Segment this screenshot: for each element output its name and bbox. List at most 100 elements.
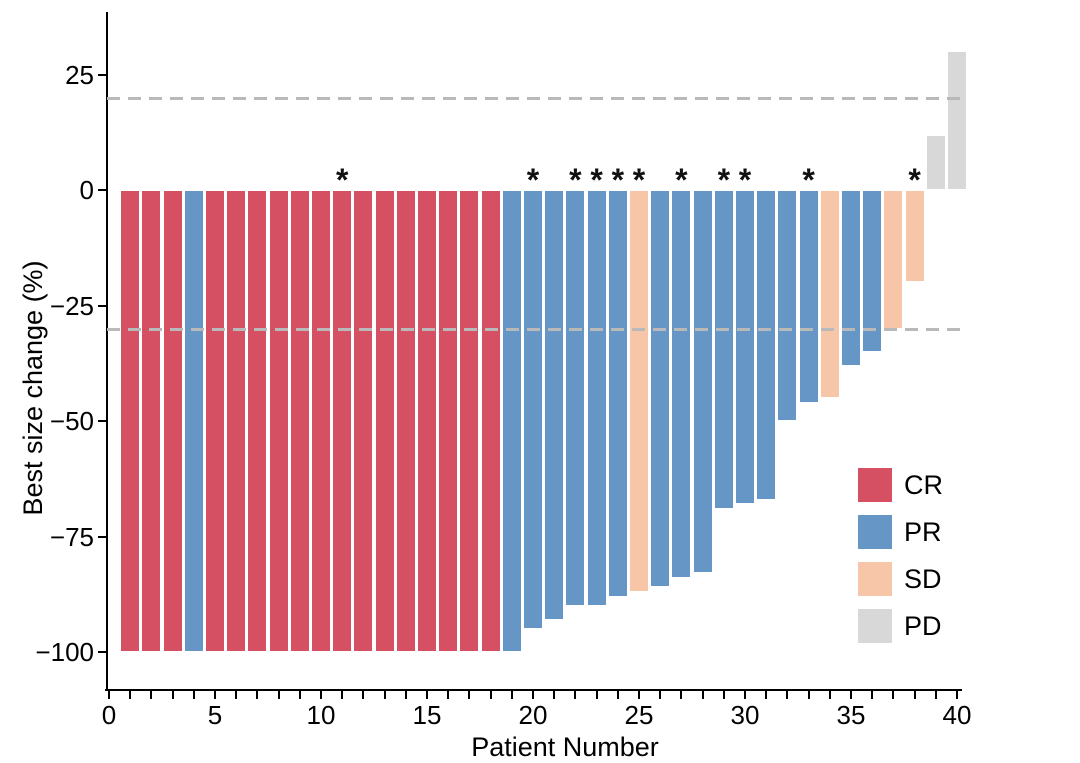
x-tick <box>934 691 937 699</box>
y-tick-label: 0 <box>79 175 94 205</box>
x-tick <box>320 691 322 699</box>
legend-item-sd: SD <box>858 562 978 596</box>
y-tick-label: −25 <box>49 290 94 321</box>
bar-patient-7-cr <box>247 190 268 652</box>
x-tick <box>129 691 132 699</box>
x-tick <box>256 691 259 699</box>
bar-patient-27-pr <box>671 190 692 579</box>
x-tick <box>744 691 746 699</box>
legend-swatch-pd <box>858 609 892 643</box>
x-tick <box>108 691 110 699</box>
x-tick <box>426 691 428 699</box>
bar-patient-36-pr <box>862 190 883 352</box>
x-tick-label: 25 <box>624 700 654 730</box>
legend-swatch-cr <box>858 468 892 502</box>
x-tick <box>235 691 238 699</box>
bar-patient-29-pr <box>713 190 734 509</box>
x-tick <box>807 691 810 699</box>
x-tick <box>659 691 662 699</box>
x-tick <box>171 691 174 699</box>
bar-patient-10-cr <box>311 190 331 652</box>
bar-patient-24-pr <box>607 190 628 597</box>
y-tick-label: 25 <box>65 59 94 90</box>
reference-line--30 <box>107 327 968 331</box>
bar-patient-40-pd <box>947 51 967 190</box>
bar-patient-2-cr <box>141 190 162 652</box>
bar-patient-9-cr <box>289 190 310 652</box>
x-tick <box>383 691 386 699</box>
bar-patient-28-pr <box>692 190 713 574</box>
bar-patient-25-sd <box>629 190 649 592</box>
x-tick <box>956 691 958 699</box>
y-tick <box>98 535 107 538</box>
bar-patient-17-cr <box>459 190 480 652</box>
bar-patient-12-cr <box>353 190 374 652</box>
asterisk-patient-25: * <box>632 162 646 198</box>
x-tick <box>489 691 492 699</box>
bar-patient-30-pr <box>735 190 755 505</box>
bar-patient-34-sd <box>819 190 840 398</box>
x-tick-label: 15 <box>412 700 442 730</box>
bar-patient-13-cr <box>374 190 395 652</box>
x-tick <box>850 691 852 699</box>
asterisk-patient-30: * <box>738 162 752 198</box>
asterisk-patient-23: * <box>590 162 603 198</box>
x-axis-line <box>105 689 962 691</box>
x-tick <box>680 691 683 699</box>
x-tick <box>892 691 895 699</box>
x-tick <box>828 691 831 699</box>
x-tick <box>701 691 704 699</box>
y-axis-line <box>106 12 108 691</box>
x-tick <box>595 691 598 699</box>
legend-swatch-sd <box>858 562 892 596</box>
bar-patient-16-cr <box>438 190 459 652</box>
x-tick <box>574 691 577 699</box>
bar-patient-11-cr <box>332 190 353 652</box>
legend-label-pd: PD <box>904 611 942 641</box>
x-tick <box>871 691 874 699</box>
y-tick <box>98 189 107 191</box>
x-tick <box>341 691 344 699</box>
y-tick <box>98 304 107 307</box>
x-tick <box>192 691 195 699</box>
bar-patient-6-cr <box>226 190 247 652</box>
bar-patient-38-sd <box>904 190 925 283</box>
bar-patient-33-pr <box>798 190 819 403</box>
y-tick <box>98 651 107 653</box>
legend-swatch-pr <box>858 515 892 549</box>
bar-patient-23-pr <box>586 190 607 606</box>
asterisk-patient-38: * <box>908 162 921 198</box>
x-tick <box>765 691 768 699</box>
x-tick <box>638 691 640 699</box>
y-tick <box>98 420 107 422</box>
bar-patient-20-pr <box>523 190 543 629</box>
bar-patient-14-cr <box>395 190 416 652</box>
legend-label-cr: CR <box>904 470 943 500</box>
bar-patient-4-pr <box>183 190 204 652</box>
bar-patient-8-cr <box>268 190 289 652</box>
legend-label-pr: PR <box>904 517 942 547</box>
x-tick <box>913 691 916 699</box>
bar-patient-1-cr <box>120 190 141 652</box>
bar-patient-35-pr <box>841 190 861 366</box>
bar-patient-5-cr <box>205 190 225 652</box>
bar-patient-3-cr <box>162 190 183 652</box>
asterisk-patient-27: * <box>675 162 688 198</box>
x-tick <box>277 691 280 699</box>
x-tick <box>722 691 725 699</box>
x-tick <box>298 691 301 699</box>
asterisk-patient-33: * <box>802 162 815 198</box>
bar-patient-31-pr <box>756 190 777 500</box>
legend-item-cr: CR <box>858 468 978 502</box>
x-tick <box>404 691 407 699</box>
y-tick <box>98 73 107 76</box>
x-tick-label: 0 <box>101 700 117 730</box>
x-tick <box>510 691 513 699</box>
bar-patient-15-cr <box>417 190 437 652</box>
asterisk-patient-24: * <box>611 162 625 198</box>
x-tick <box>362 691 365 699</box>
y-tick-label: −100 <box>35 637 94 667</box>
x-tick-label: 5 <box>207 700 223 730</box>
